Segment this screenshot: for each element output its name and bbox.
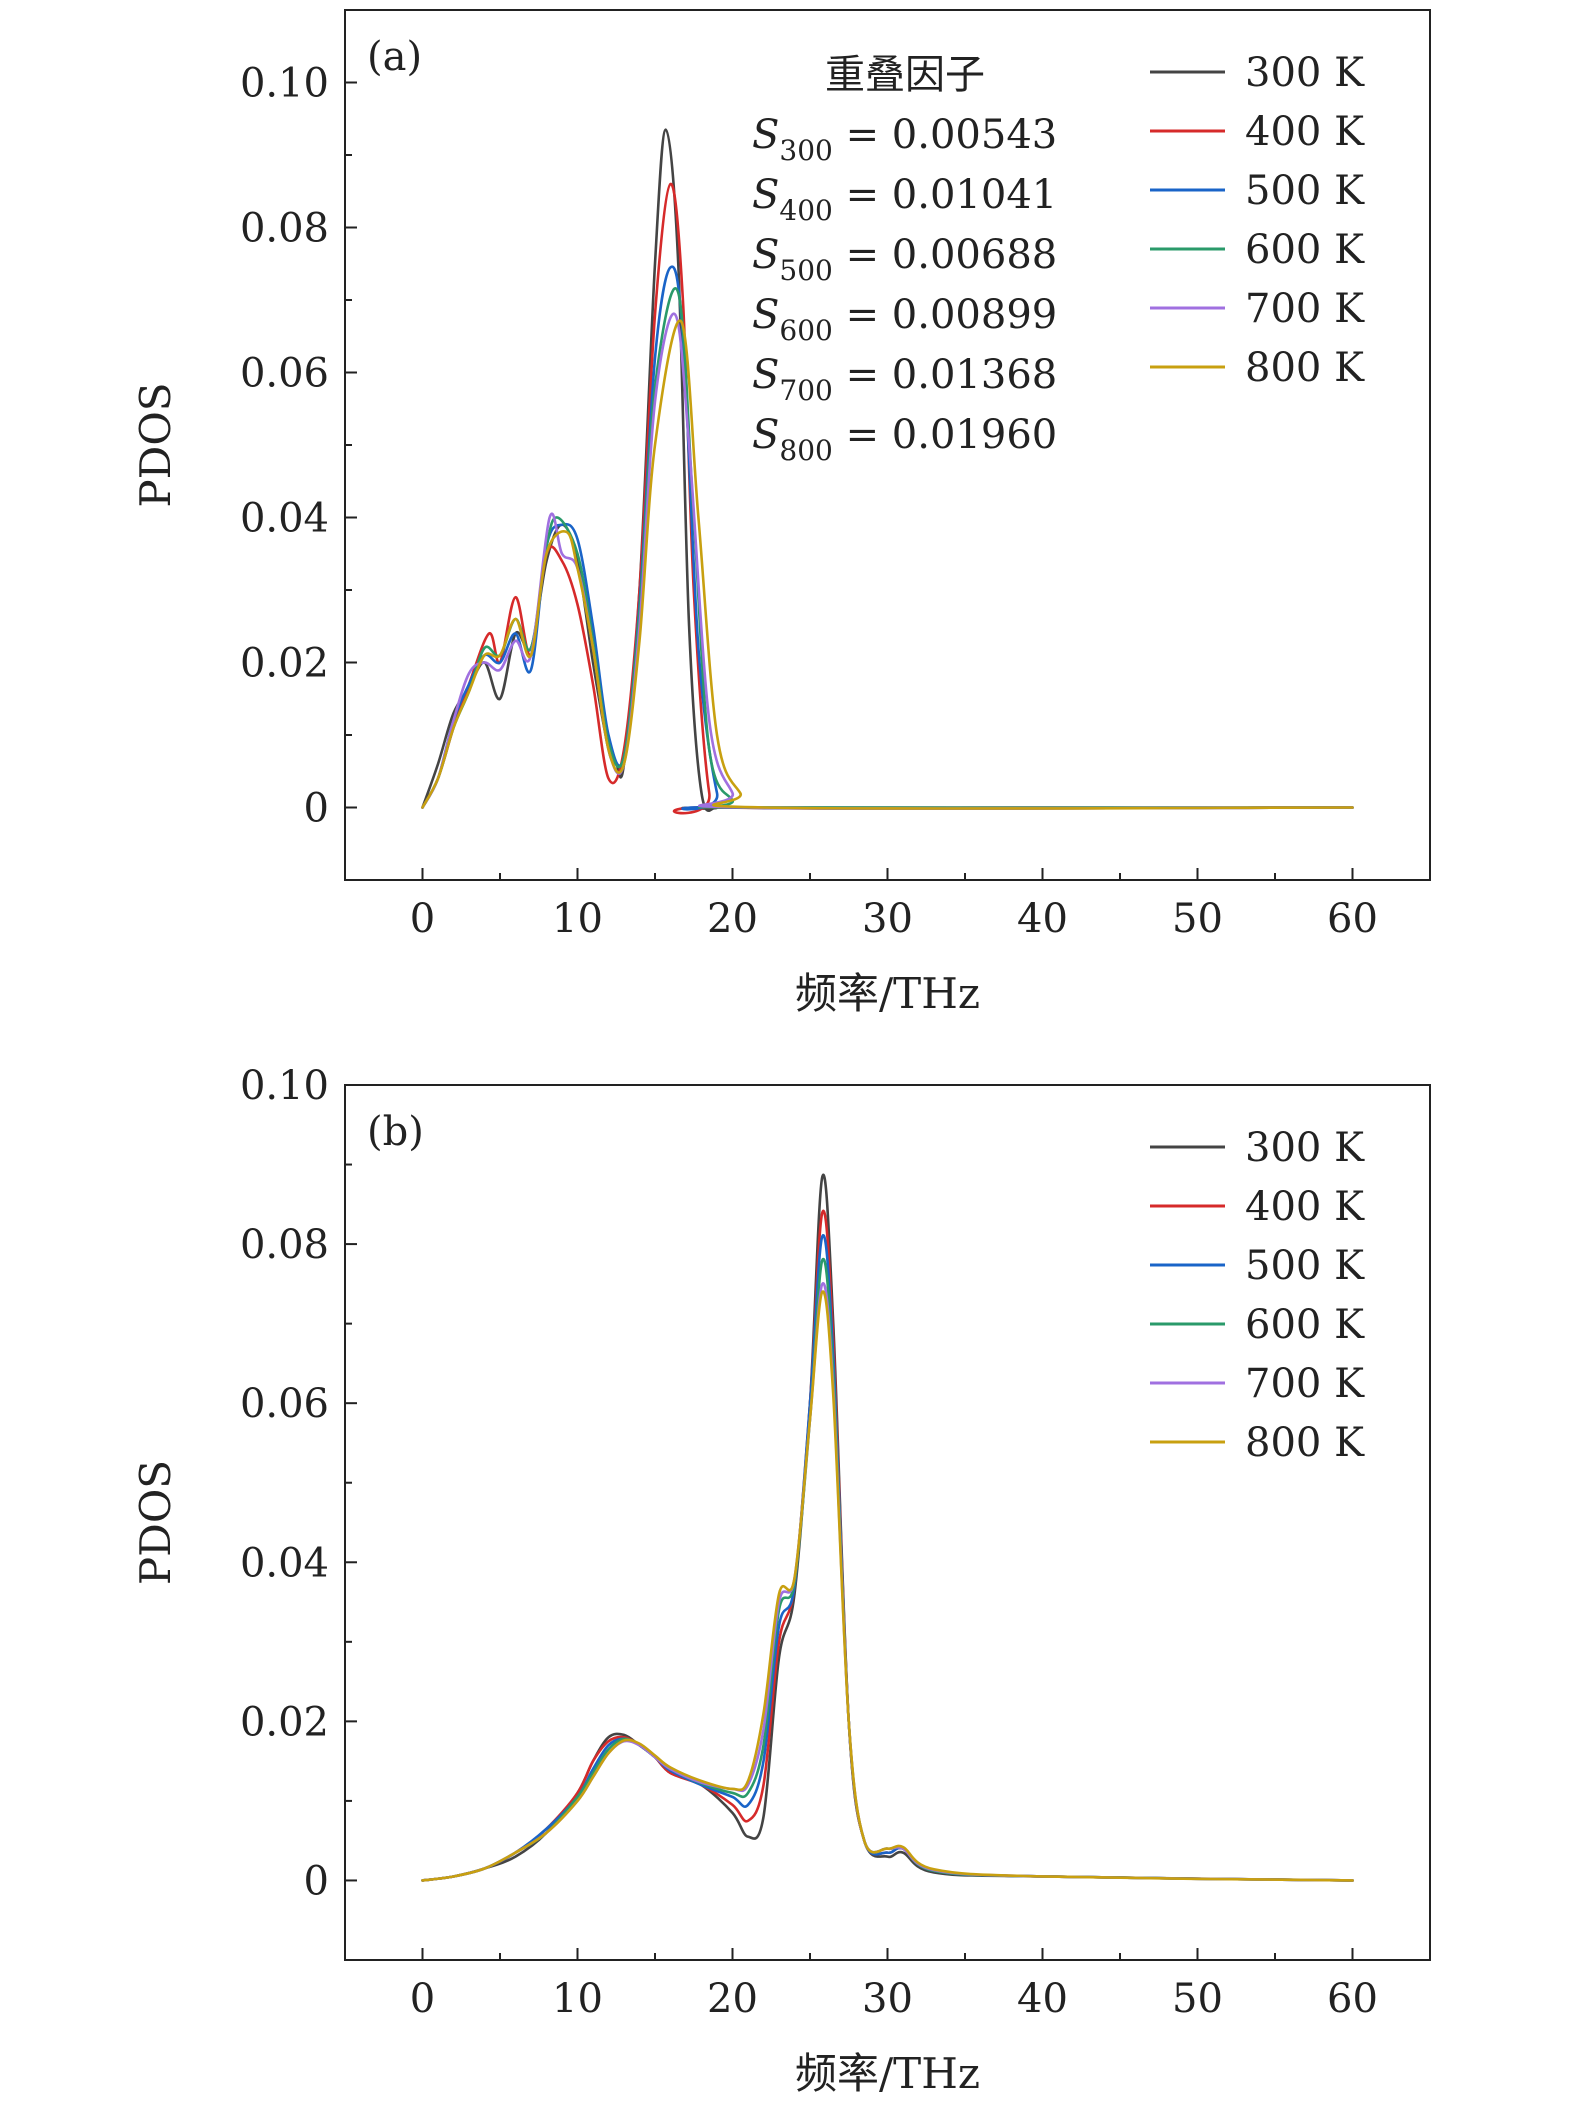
x-tick-label: 10	[552, 1976, 603, 2022]
series-line-800k	[421, 319, 1354, 810]
x-tick-label: 50	[1172, 896, 1223, 942]
y-tick-label: 0.06	[240, 351, 329, 397]
legend: 300 K 400 K 500 K 600 K 700 K 800 K	[1150, 1125, 1365, 1466]
y-axis-title: PDOS	[131, 1460, 180, 1585]
x-tick-label: 30	[862, 1976, 913, 2022]
series-line-500k	[421, 265, 1354, 811]
overlap-factor-line: S600 = 0.00899	[752, 292, 1057, 347]
x-tick-label: 50	[1172, 1976, 1223, 2022]
x-axis-title: 频率/THz	[795, 2049, 980, 2098]
y-tick-label: 0.08	[240, 206, 329, 252]
overlap-factor-line: S400 = 0.01041	[752, 172, 1057, 227]
series-line-300k	[421, 1173, 1354, 1882]
x-tick-label: 20	[707, 896, 758, 942]
x-tick-label: 60	[1327, 896, 1378, 942]
series-line-400k	[421, 1209, 1354, 1882]
y-tick-label: 0.02	[240, 641, 329, 687]
x-tick-label: 10	[552, 896, 603, 942]
y-tick-label: 0.08	[240, 1222, 329, 1268]
overlap-factor-line: S500 = 0.00688	[752, 232, 1057, 287]
y-tick-label: 0.04	[240, 1540, 329, 1586]
legend-label: 600 K	[1245, 227, 1365, 273]
panel-b: 0 10 20 30 40 50 60 0 0.02 0.04 0.06 0.08 0.10 频率/THz…	[131, 1063, 1431, 2098]
y-tick-label: 0.10	[240, 61, 329, 107]
x-tick-label: 40	[1017, 896, 1068, 942]
y-tick-label: 0.10	[240, 1063, 329, 1109]
series-line-800k	[421, 1290, 1354, 1882]
y-axis-title: PDOS	[131, 382, 180, 507]
panel-label: (a)	[367, 34, 422, 80]
series-line-700k	[421, 1282, 1354, 1882]
x-tick-label: 30	[862, 896, 913, 942]
x-tick-label: 60	[1327, 1976, 1378, 2022]
overlap-factor-line: S300 = 0.00543	[752, 112, 1057, 167]
x-axis-title: 频率/THz	[795, 969, 980, 1018]
series-group	[421, 128, 1354, 815]
y-tick-label: 0.06	[240, 1381, 329, 1427]
x-tick-label: 20	[707, 1976, 758, 2022]
annotation-title: 重叠因子	[825, 52, 985, 98]
legend: 300 K 400 K 500 K 600 K 700 K 800 K	[1150, 50, 1365, 391]
x-tick-label: 0	[410, 1976, 435, 2022]
series-line-600k	[421, 1257, 1354, 1882]
overlap-factor-line: S800 = 0.01960	[752, 412, 1057, 467]
panel-label: (b)	[367, 1109, 424, 1155]
series-line-500k	[421, 1233, 1354, 1882]
y-tick-label: 0	[304, 786, 329, 832]
y-tick-label: 0.02	[240, 1699, 329, 1745]
legend-label: 500 K	[1245, 168, 1365, 214]
x-tick-label: 40	[1017, 1976, 1068, 2022]
y-tick-label: 0.04	[240, 496, 329, 542]
legend-label: 400 K	[1245, 109, 1365, 155]
series-line-400k	[421, 182, 1354, 815]
legend-label: 700 K	[1245, 286, 1365, 332]
overlap-factor-line: S700 = 0.01368	[752, 352, 1057, 407]
legend-label: 300 K	[1245, 1125, 1365, 1171]
x-tick-label: 0	[410, 896, 435, 942]
panel-a: 0 10 20 30 40 50 60 0 0.02 0.04 0.06 0.08 0.10 频率/THz…	[131, 9, 1431, 1018]
legend-label: 600 K	[1245, 1302, 1365, 1348]
legend-label: 400 K	[1245, 1184, 1365, 1230]
y-tick-label: 0	[304, 1858, 329, 1904]
legend-label: 800 K	[1245, 345, 1365, 391]
legend-label: 500 K	[1245, 1243, 1365, 1289]
series-group	[421, 1173, 1354, 1882]
legend-label: 300 K	[1245, 50, 1365, 96]
legend-label: 700 K	[1245, 1361, 1365, 1407]
legend-label: 800 K	[1245, 1420, 1365, 1466]
